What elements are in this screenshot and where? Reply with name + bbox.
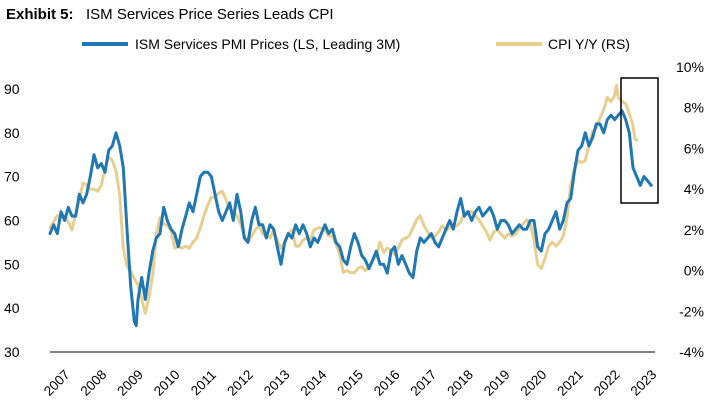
x-axis: 2007 2008 2009 2010 2011 2012 2013 2014 2015 2016… — [41, 351, 660, 399]
right-axis: -4% -2% 0% 2% 4% 6% 8% 10% — [676, 59, 704, 360]
chart-title: ISM Services Price Series Leads CPI — [86, 6, 334, 23]
x-tick-label: 2015 — [334, 367, 366, 399]
x-tick-label: 2020 — [518, 367, 550, 399]
legend-ism-label: ISM Services PMI Prices (LS, Leading 3M) — [135, 36, 400, 52]
x-tick-label: 2016 — [371, 367, 403, 399]
x-tick-label: 2019 — [481, 367, 513, 399]
right-tick-label: 6% — [684, 140, 704, 156]
x-tick-label: 2010 — [151, 367, 183, 399]
x-tick-label: 2017 — [408, 367, 440, 399]
exhibit-label: Exhibit 5: — [6, 6, 74, 23]
left-axis: 30 40 50 60 70 80 90 — [4, 81, 20, 360]
left-tick-label: 30 — [4, 344, 20, 360]
x-tick-label: 2023 — [628, 367, 660, 399]
x-tick-label: 2009 — [114, 367, 146, 399]
x-tick-label: 2022 — [591, 367, 623, 399]
x-tick-label: 2021 — [554, 367, 586, 399]
right-tick-label: -4% — [679, 344, 704, 360]
right-tick-label: 8% — [684, 100, 704, 116]
right-tick-label: -2% — [679, 303, 704, 319]
ism-prices-line — [48, 109, 653, 328]
legend: ISM Services PMI Prices (LS, Leading 3M)… — [82, 36, 630, 52]
right-tick-label: 2% — [684, 222, 704, 238]
left-tick-label: 50 — [4, 256, 20, 272]
left-tick-label: 80 — [4, 125, 20, 141]
x-tick-label: 2008 — [78, 367, 110, 399]
right-tick-label: 10% — [676, 59, 704, 75]
right-tick-label: 0% — [684, 263, 704, 279]
x-tick-label: 2013 — [261, 367, 293, 399]
x-tick-label: 2012 — [224, 367, 256, 399]
highlight-box — [620, 77, 659, 204]
left-tick-label: 60 — [4, 212, 20, 228]
x-tick-label: 2014 — [298, 367, 330, 399]
x-tick-label: 2018 — [444, 367, 476, 399]
x-tick-label: 2011 — [188, 367, 219, 398]
cpi-line — [48, 83, 639, 315]
left-tick-label: 40 — [4, 300, 20, 316]
right-tick-label: 4% — [684, 181, 704, 197]
x-tick-label: 2007 — [41, 367, 73, 399]
left-tick-label: 90 — [4, 81, 20, 97]
left-tick-label: 70 — [4, 169, 20, 185]
plot-area — [48, 83, 653, 328]
legend-cpi-label: CPI Y/Y (RS) — [548, 36, 630, 52]
